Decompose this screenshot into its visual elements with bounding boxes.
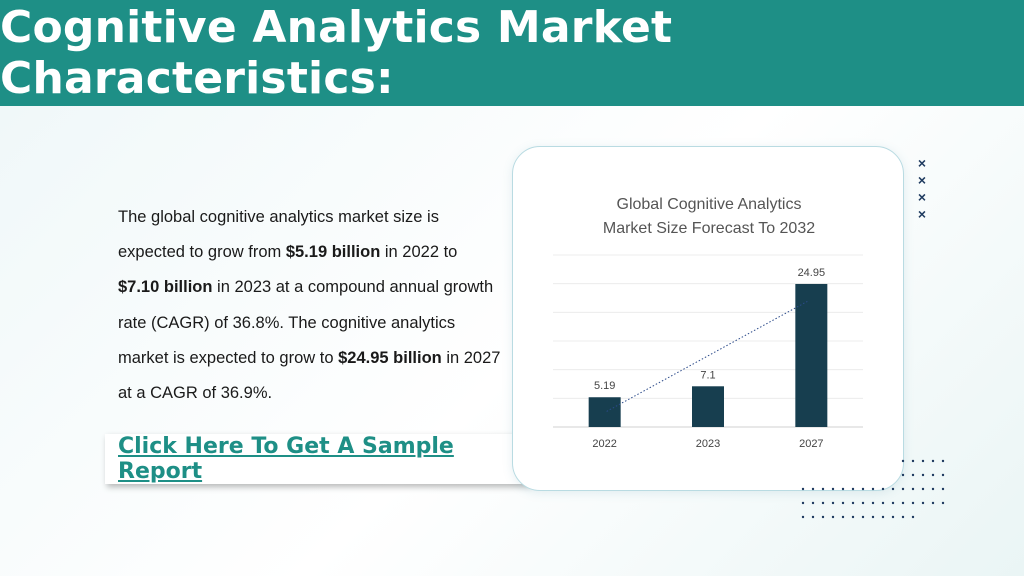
dot [841, 515, 845, 519]
x-tick-label: 2023 [696, 438, 720, 450]
x-mark-icon: × [917, 155, 927, 171]
dot [891, 515, 895, 519]
dot [831, 487, 835, 491]
dot [911, 487, 915, 491]
dot [941, 473, 945, 477]
bar [692, 386, 724, 427]
dot [941, 487, 945, 491]
dot [891, 487, 895, 491]
dot [851, 515, 855, 519]
dot [851, 487, 855, 491]
dot [801, 487, 805, 491]
dot [821, 501, 825, 505]
dot-grid-decoration [801, 459, 945, 519]
dot [821, 515, 825, 519]
dot [901, 459, 905, 463]
dot [931, 459, 935, 463]
x-tick-label: 2022 [592, 438, 616, 450]
header-banner: Cognitive Analytics Market Characteristi… [0, 0, 1024, 106]
dot [911, 459, 915, 463]
dot [861, 487, 865, 491]
dot [851, 501, 855, 505]
bar [588, 397, 621, 427]
dot [861, 515, 865, 519]
dot [881, 501, 885, 505]
desc-value-2027: $24.95 billion [338, 348, 442, 367]
dot [871, 515, 875, 519]
x-mark-icon: × [917, 206, 927, 222]
dot [811, 515, 815, 519]
x-marks-decoration: × × × × [914, 155, 930, 223]
dot [921, 487, 925, 491]
market-description: The global cognitive analytics market si… [118, 200, 503, 411]
dot [921, 473, 925, 477]
bar [795, 283, 828, 427]
desc-text-3: in 2023 at a compound annual growth rate… [118, 278, 494, 367]
dot [811, 501, 815, 505]
dot [811, 487, 815, 491]
dot [891, 501, 895, 505]
dot [841, 501, 845, 505]
desc-value-2023: $7.10 billion [118, 278, 213, 297]
data-label: 7.1 [700, 369, 715, 381]
dot [801, 515, 805, 519]
dot [911, 501, 915, 505]
sample-report-link[interactable]: Click Here To Get A Sample Report [118, 434, 454, 484]
desc-text-1: The global cognitive analytics market si… [118, 208, 439, 262]
dot [801, 501, 805, 505]
dot [871, 487, 875, 491]
data-label: 24.95 [798, 267, 826, 279]
dot [921, 501, 925, 505]
dot [941, 459, 945, 463]
chart-title-line-1: Global Cognitive Analytics [616, 196, 802, 213]
dot [911, 473, 915, 477]
bar-chart: 5.19 2022 7.1 2023 24.95 2027 [553, 254, 863, 450]
dot [901, 487, 905, 491]
dot [941, 501, 945, 505]
dot [931, 473, 935, 477]
dot [881, 487, 885, 491]
desc-text-2: in 2022 to [380, 243, 458, 262]
x-mark-icon: × [917, 172, 927, 188]
x-tick-label: 2027 [799, 438, 823, 450]
dot [901, 515, 905, 519]
dot [831, 501, 835, 505]
desc-text-4: in 2027 at a CAGR of 36.9%. [118, 348, 501, 403]
desc-value-2022: $5.19 billion [285, 243, 381, 262]
chart-title-line-2: Market Size Forecast To 2032 [602, 220, 816, 237]
dot [901, 501, 905, 505]
dot [831, 515, 835, 519]
dot [861, 501, 865, 505]
page-title: Cognitive Analytics Market Characteristi… [0, 2, 673, 104]
dot [911, 515, 915, 519]
dot [821, 487, 825, 491]
dot [931, 487, 935, 491]
dot [881, 515, 885, 519]
chart-card: Global Cognitive Analytics Market Size F… [512, 146, 904, 491]
dot [921, 459, 925, 463]
sample-report-button[interactable]: Click Here To Get A Sample Report [105, 434, 529, 484]
dot [841, 487, 845, 491]
dot [931, 501, 935, 505]
dot [901, 473, 905, 477]
dot [871, 501, 875, 505]
data-label: 5.19 [594, 380, 615, 392]
x-mark-icon: × [917, 189, 927, 205]
